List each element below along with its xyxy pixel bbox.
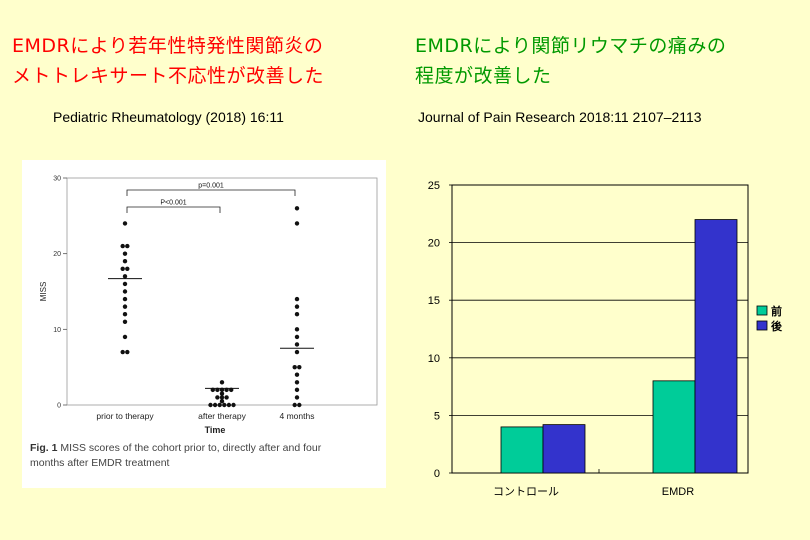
significance-label: p=0.001 bbox=[198, 183, 224, 190]
data-point bbox=[297, 364, 302, 370]
legend-swatch bbox=[756, 320, 768, 331]
data-point bbox=[294, 395, 300, 400]
x-category-label: after therapy bbox=[198, 411, 246, 421]
data-point bbox=[122, 259, 128, 264]
data-point bbox=[219, 395, 225, 400]
data-point bbox=[294, 349, 300, 355]
right-title-line-2: 程度が改善した bbox=[415, 65, 552, 87]
data-point bbox=[125, 243, 130, 249]
data-point bbox=[122, 221, 128, 226]
data-point bbox=[122, 274, 128, 279]
left-title-line-1: EMDRにより若年性特発性関節炎の bbox=[12, 35, 324, 57]
data-point bbox=[292, 364, 297, 370]
miss-scatter-figure: 0 10 20 30 MISS prior to therapy after therapy… bbox=[22, 160, 386, 488]
x-category-label: prior to therapy bbox=[96, 411, 154, 421]
data-point bbox=[294, 296, 300, 302]
data-point bbox=[122, 281, 128, 287]
data-point bbox=[120, 349, 125, 355]
data-point bbox=[231, 402, 236, 408]
data-point bbox=[294, 380, 300, 385]
data-point bbox=[122, 289, 128, 294]
y-tick-label: 10 bbox=[428, 353, 440, 365]
miss-scatter-chart: 0 10 20 30 MISS prior to therapy after therapy… bbox=[30, 176, 378, 469]
data-point bbox=[292, 402, 297, 408]
bar-before bbox=[652, 380, 696, 474]
right-title-line-1: EMDRにより関節リウマチの痛みの bbox=[415, 35, 727, 57]
left-citation: Pediatric Rheumatology (2018) 16:11 bbox=[53, 109, 284, 125]
left-title: EMDRにより若年性特発性関節炎の メトトレキサート不応性が改善した bbox=[12, 31, 324, 91]
pain-bar-figure: 0 5 10 15 20 25 コントロール EMDR 前後 bbox=[405, 160, 805, 505]
data-point bbox=[215, 395, 220, 400]
y-tick-label: 30 bbox=[53, 176, 61, 183]
left-title-line-2: メトトレキサート不応性が改善した bbox=[12, 65, 325, 87]
data-point bbox=[122, 319, 128, 324]
y-tick-label: 5 bbox=[434, 410, 440, 422]
data-point bbox=[294, 327, 300, 332]
data-point bbox=[120, 266, 125, 271]
data-point bbox=[125, 349, 130, 355]
bar-before bbox=[500, 426, 544, 474]
data-point bbox=[294, 334, 300, 340]
y-tick-label: 25 bbox=[428, 180, 440, 192]
data-point bbox=[120, 243, 125, 249]
y-tick-label: 10 bbox=[53, 327, 61, 334]
legend-label: 後 bbox=[771, 319, 783, 333]
data-point bbox=[122, 251, 128, 256]
data-point bbox=[219, 391, 225, 396]
data-point bbox=[212, 402, 218, 408]
x-category-label: 4 months bbox=[280, 411, 315, 421]
right-citation: Journal of Pain Research 2018:11 2107–21… bbox=[418, 109, 702, 125]
data-point bbox=[294, 387, 300, 393]
y-tick-label: 0 bbox=[57, 403, 61, 410]
data-point bbox=[217, 402, 222, 408]
data-point bbox=[226, 402, 232, 408]
data-point bbox=[122, 334, 128, 340]
y-tick-label: 0 bbox=[434, 468, 440, 480]
data-point bbox=[122, 312, 128, 317]
y-axis-label: MISS bbox=[39, 282, 48, 302]
figure-caption-label: Fig. 1 bbox=[30, 442, 58, 454]
data-point bbox=[294, 221, 300, 226]
data-point bbox=[294, 372, 300, 377]
bar-after bbox=[542, 424, 586, 474]
y-tick-label: 20 bbox=[53, 251, 61, 258]
y-tick-label: 15 bbox=[428, 295, 440, 307]
bar-after bbox=[694, 219, 738, 474]
data-point bbox=[297, 402, 302, 408]
data-point bbox=[294, 342, 300, 347]
plot-frame bbox=[66, 177, 378, 406]
data-point bbox=[224, 395, 229, 400]
data-point bbox=[122, 296, 128, 302]
significance-bracket bbox=[126, 189, 296, 196]
data-point bbox=[219, 380, 225, 385]
right-title: EMDRにより関節リウマチの痛みの 程度が改善した bbox=[415, 31, 726, 91]
figure-caption-text: MISS scores of the cohort prior to, dire… bbox=[57, 442, 321, 454]
y-tick-label: 20 bbox=[428, 238, 440, 250]
data-point bbox=[219, 399, 225, 404]
data-point bbox=[208, 402, 213, 408]
x-category-label: コントロール bbox=[493, 486, 559, 498]
x-category-label: EMDR bbox=[662, 486, 694, 498]
pain-bar-chart: 0 5 10 15 20 25 コントロール EMDR 前後 bbox=[428, 180, 783, 498]
legend-swatch bbox=[756, 305, 768, 316]
data-point bbox=[294, 304, 300, 309]
legend-label: 前 bbox=[771, 304, 782, 318]
significance-label: P<0.001 bbox=[160, 200, 186, 207]
data-point bbox=[122, 304, 128, 309]
data-point bbox=[294, 312, 300, 317]
figure-caption-line-1: Fig. 1 MISS scores of the cohort prior t… bbox=[30, 442, 322, 454]
x-axis-label: Time bbox=[205, 425, 226, 435]
data-point bbox=[222, 402, 227, 408]
significance-bracket bbox=[126, 206, 221, 213]
figure-caption-line-2: months after EMDR treatment bbox=[30, 457, 170, 469]
data-point bbox=[294, 206, 300, 211]
data-point bbox=[125, 266, 130, 271]
